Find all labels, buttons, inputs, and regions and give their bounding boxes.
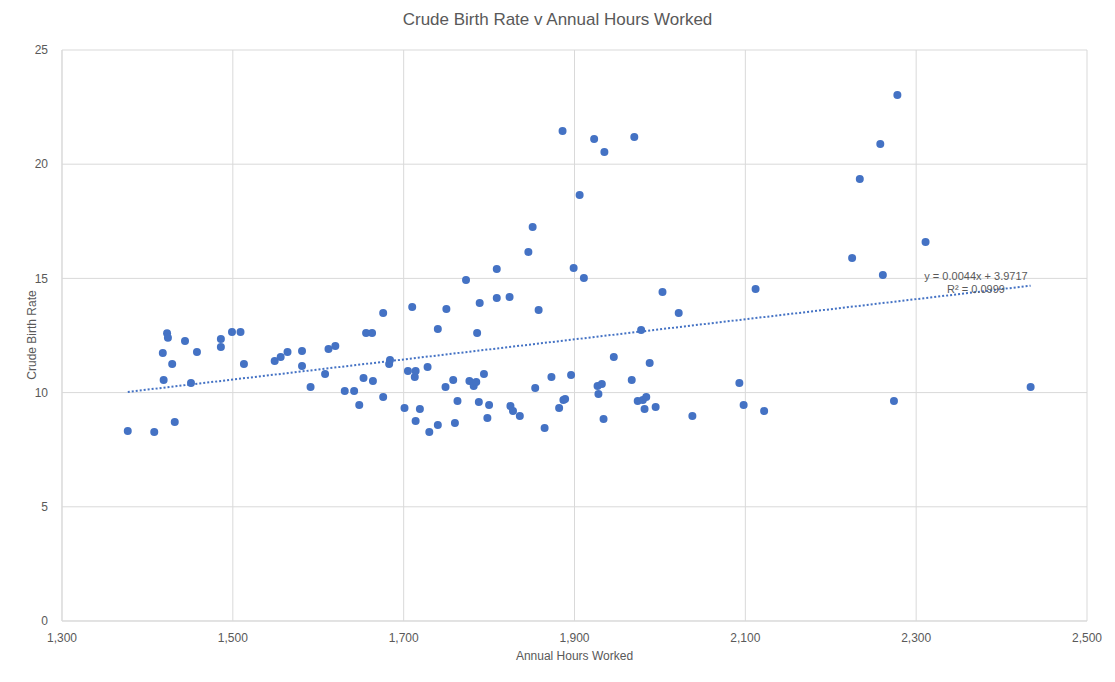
html-text:Crude Birth Rate: Crude Birth Rate [25, 290, 39, 380]
svg-text:1,900: 1,900 [559, 631, 589, 645]
svg-text:20: 20 [35, 157, 49, 171]
svg-text:2,300: 2,300 [901, 631, 931, 645]
html-text:Crude Birth Rate v Annual Hour: Crude Birth Rate v Annual Hours Worked [402, 10, 713, 29]
svg-text:0: 0 [41, 614, 48, 628]
svg-text:2,100: 2,100 [730, 631, 760, 645]
svg-text:15: 15 [35, 272, 49, 286]
html-text:Annual Hours Worked: Annual Hours Worked [515, 649, 634, 663]
svg-text:1,700: 1,700 [389, 631, 419, 645]
svg-text:1,500: 1,500 [218, 631, 248, 645]
svg-text:10: 10 [35, 386, 49, 400]
html-text:y = 0.0044x + 3.9717: y = 0.0044x + 3.9717 [924, 270, 1028, 282]
svg-text:25: 25 [35, 43, 49, 57]
svg-text:2,500: 2,500 [1072, 631, 1102, 645]
svg-text:5: 5 [41, 500, 48, 514]
html-text:R² = 0.0999: R² = 0.0999 [947, 283, 1005, 295]
svg-text:1,300: 1,300 [47, 631, 77, 645]
